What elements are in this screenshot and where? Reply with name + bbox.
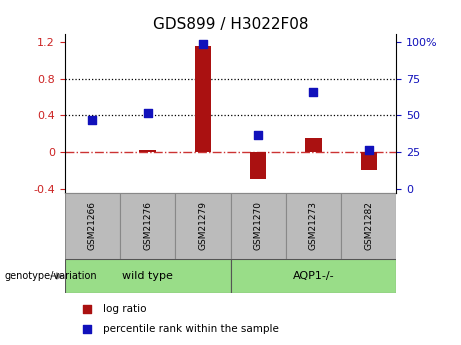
FancyBboxPatch shape	[341, 193, 396, 259]
Point	[199, 41, 207, 47]
Text: genotype/variation: genotype/variation	[5, 271, 97, 281]
Point	[83, 306, 90, 312]
FancyBboxPatch shape	[230, 259, 396, 293]
Text: percentile rank within the sample: percentile rank within the sample	[103, 324, 279, 334]
Text: GSM21273: GSM21273	[309, 201, 318, 250]
Bar	[361, 152, 377, 170]
Text: GSM21276: GSM21276	[143, 201, 152, 250]
FancyBboxPatch shape	[65, 193, 120, 259]
Text: GSM21282: GSM21282	[364, 201, 373, 250]
Text: wild type: wild type	[122, 271, 173, 281]
Bar	[250, 152, 266, 179]
Text: GSM21279: GSM21279	[198, 201, 207, 250]
FancyBboxPatch shape	[230, 193, 286, 259]
Point	[365, 147, 372, 153]
FancyBboxPatch shape	[120, 193, 175, 259]
Bar	[195, 47, 211, 152]
FancyBboxPatch shape	[175, 193, 230, 259]
Bar	[305, 138, 322, 152]
Bar	[139, 150, 156, 152]
Point	[254, 132, 262, 138]
Text: log ratio: log ratio	[103, 304, 146, 314]
Text: GSM21266: GSM21266	[88, 201, 97, 250]
Text: GSM21270: GSM21270	[254, 201, 263, 250]
Point	[83, 326, 90, 332]
FancyBboxPatch shape	[65, 259, 230, 293]
Text: AQP1-/-: AQP1-/-	[293, 271, 334, 281]
Point	[89, 117, 96, 122]
FancyBboxPatch shape	[286, 193, 341, 259]
Point	[144, 111, 151, 116]
Point	[310, 90, 317, 95]
Title: GDS899 / H3022F08: GDS899 / H3022F08	[153, 17, 308, 32]
